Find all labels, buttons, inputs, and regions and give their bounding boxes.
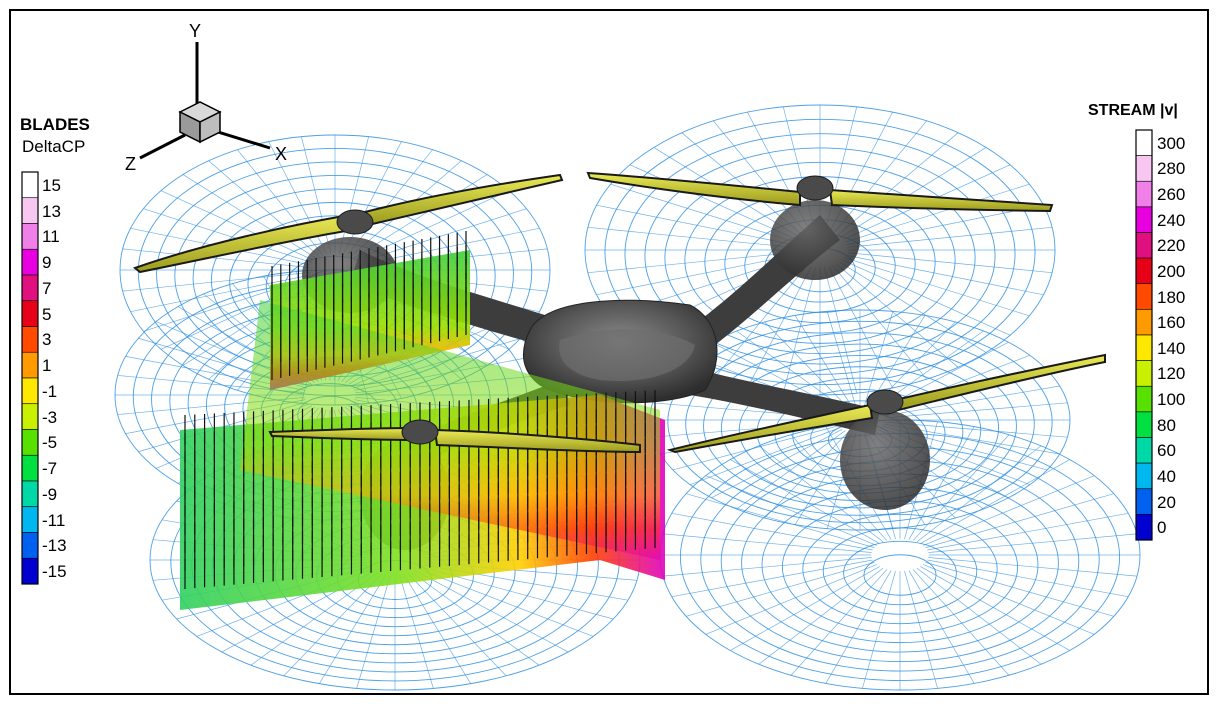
colorbar-swatch xyxy=(21,300,39,327)
colorbar-swatch xyxy=(1135,283,1153,310)
colorbar-swatch xyxy=(21,454,39,482)
colorbar-tick-label: 20 xyxy=(1157,492,1176,512)
colorbar-swatch xyxy=(21,171,39,199)
colorbar-tick-label: 180 xyxy=(1157,287,1186,307)
triad-cube xyxy=(178,101,222,144)
colorbar-tick-label: -15 xyxy=(42,562,67,582)
colorbar-tick-label: -1 xyxy=(42,381,58,401)
colorbar-swatch xyxy=(21,326,39,353)
colorbar-tick-label: -7 xyxy=(42,459,58,479)
plot-border xyxy=(9,9,1209,695)
colorbar-swatch xyxy=(21,248,39,276)
colorbar-swatch xyxy=(1135,385,1153,413)
stream-colorbar xyxy=(1135,129,1153,541)
colorbar-swatch xyxy=(21,480,39,508)
colorbar-tick-label: 260 xyxy=(1157,185,1186,205)
colorbar-swatch xyxy=(1135,257,1153,285)
colorbar-tick-label: -11 xyxy=(42,510,66,530)
colorbar-swatch xyxy=(1135,180,1153,208)
colorbar-swatch xyxy=(1135,462,1153,490)
triad-x-label: X xyxy=(275,144,288,164)
colorbar-tick-label: 160 xyxy=(1157,313,1186,333)
colorbar-tick-label: 220 xyxy=(1157,236,1186,256)
triad-z-label: Z xyxy=(125,154,136,174)
colorbar-swatch xyxy=(1135,488,1153,515)
colorbar-tick-label: 200 xyxy=(1157,261,1186,281)
colorbar-tick-label: -5 xyxy=(42,433,58,453)
colorbar-tick-label: 280 xyxy=(1157,159,1186,179)
propeller-hubs xyxy=(336,175,904,445)
colorbar-swatch xyxy=(21,197,39,224)
colorbar-tick-label: 140 xyxy=(1157,338,1186,358)
colorbar-swatch xyxy=(21,351,39,379)
triad-y-label: Y xyxy=(189,21,202,41)
colorbar-tick-label: 1 xyxy=(42,356,52,376)
colorbar-tick-label: 120 xyxy=(1157,364,1186,384)
colorbar-tick-label: 0 xyxy=(1157,518,1167,538)
colorbar-tick-label: 7 xyxy=(42,278,52,298)
colorbar-swatch xyxy=(1135,514,1153,541)
colorbar-swatch xyxy=(21,429,39,456)
propeller-blades xyxy=(132,171,1106,454)
colorbar-swatch xyxy=(1135,360,1153,387)
axis-triad xyxy=(139,42,271,160)
blades-legend-variable: DeltaCP xyxy=(22,137,86,156)
colorbar-swatch xyxy=(1135,129,1153,156)
colorbar-tick-label: -9 xyxy=(42,484,58,504)
colorbar-tick-label: -13 xyxy=(42,536,67,556)
colorbar-tick-label: 15 xyxy=(42,175,61,195)
colorbar-tick-label: 240 xyxy=(1157,210,1186,230)
colorbar-swatch xyxy=(1135,155,1153,182)
colorbar-tick-label: 100 xyxy=(1157,390,1186,410)
colorbar-swatch xyxy=(21,532,39,559)
colorbar-tick-label: 5 xyxy=(42,304,52,324)
colorbar-swatch xyxy=(1135,411,1153,438)
colorbar-swatch xyxy=(21,557,39,585)
colorbar-tick-label: 60 xyxy=(1157,441,1176,461)
colorbar-tick-label: 13 xyxy=(42,201,61,221)
colorbar-swatch xyxy=(21,506,39,533)
colorbar-swatch xyxy=(21,377,39,405)
blades-colorbar xyxy=(21,171,39,585)
colorbar-tick-label: 300 xyxy=(1157,133,1186,153)
colorbar-swatch xyxy=(1135,437,1153,464)
colorbar-swatch xyxy=(1135,206,1153,233)
colorbar-tick-label: 9 xyxy=(42,253,52,273)
blades-legend-title: BLADES xyxy=(20,115,90,134)
colorbar-swatch xyxy=(21,223,39,250)
colorbar-tick-label: 11 xyxy=(42,227,60,247)
colorbar-tick-label: -3 xyxy=(42,407,58,427)
colorbar-swatch xyxy=(21,403,39,430)
colorbar-tick-label: 3 xyxy=(42,330,52,350)
drone-body xyxy=(522,299,718,404)
colorbar-swatch xyxy=(1135,232,1153,259)
colorbar-tick-label: 40 xyxy=(1157,466,1176,486)
colorbar-swatch xyxy=(21,274,39,302)
colorbar-swatch xyxy=(1135,334,1153,361)
colorbar-tick-label: 80 xyxy=(1157,415,1176,435)
stream-legend-title: STREAM |v| xyxy=(1088,102,1178,119)
colorbar-swatch xyxy=(1135,309,1153,336)
